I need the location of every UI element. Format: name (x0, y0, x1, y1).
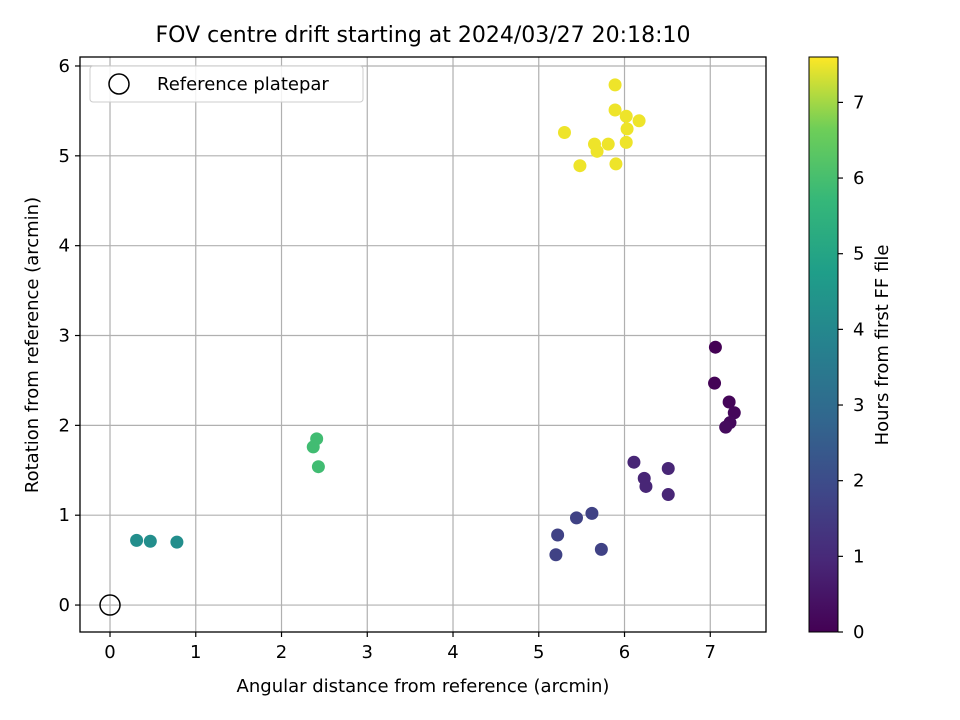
scatter-point (557, 125, 571, 139)
x-tick-label: 1 (190, 642, 201, 663)
y-axis-label: Rotation from reference (arcmin) (22, 197, 43, 493)
colorbar-tick-label: 6 (853, 168, 864, 189)
y-tick-label: 1 (59, 505, 70, 526)
y-tick-label: 4 (59, 236, 70, 257)
colorbar-tick-label: 3 (853, 395, 864, 416)
legend-label: Reference platepar (157, 74, 329, 95)
scatter-point (594, 542, 608, 556)
legend-box (89, 65, 364, 103)
y-tick-label: 3 (59, 326, 70, 347)
colorbar: 0 1 2 3 4 5 6 7 Hours from first FF file (808, 56, 893, 643)
colorbar-gradient (808, 56, 839, 633)
scatter-point (727, 406, 741, 420)
y-tick-label: 2 (59, 415, 70, 436)
legend: Reference platepar (89, 65, 364, 103)
plot-frame (79, 56, 767, 633)
legend-open-circle-marker (108, 73, 130, 95)
gridlines (80, 57, 766, 632)
colorbar-tick-label: 0 (853, 622, 864, 643)
scatter-point (573, 159, 587, 173)
scatter-point (569, 511, 583, 525)
scatter-point (143, 534, 157, 548)
y-tick-label: 5 (59, 146, 70, 167)
scatter-point (619, 109, 633, 123)
scatter-point (311, 460, 325, 474)
scatter-point (551, 528, 565, 542)
x-axis-label: Angular distance from reference (arcmin) (237, 676, 610, 697)
scatter-point (590, 144, 604, 158)
scatter-point (619, 135, 633, 149)
scatter-point (708, 340, 722, 354)
x-tick-label: 5 (533, 642, 544, 663)
y-axis-ticks: 0 1 2 3 4 5 6 (59, 56, 80, 616)
scatter-point (719, 420, 733, 434)
x-tick-label: 7 (705, 642, 716, 663)
data-points (99, 78, 741, 616)
colorbar-tick-label: 1 (853, 546, 864, 567)
colorbar-tick-label: 2 (853, 471, 864, 492)
scatter-point (601, 137, 615, 151)
colorbar-tick-label: 4 (853, 319, 864, 340)
scatter-point (609, 157, 623, 171)
scatter-point (639, 479, 653, 493)
scatter-point (608, 78, 622, 92)
x-tick-label: 6 (619, 642, 630, 663)
x-tick-label: 0 (104, 642, 115, 663)
x-tick-label: 4 (447, 642, 458, 663)
scatter-point (608, 103, 622, 117)
colorbar-tick-label: 5 (853, 244, 864, 265)
scatter-point (170, 535, 184, 549)
scatter-point (708, 376, 722, 390)
colorbar-ticks: 0 1 2 3 4 5 6 7 (838, 92, 864, 643)
scatter-point (722, 395, 736, 409)
scatter-point (585, 506, 599, 520)
x-tick-label: 3 (362, 642, 373, 663)
colorbar-tick-label: 7 (853, 92, 864, 113)
scatter-point (130, 533, 144, 547)
y-tick-label: 0 (59, 595, 70, 616)
x-tick-label: 2 (276, 642, 287, 663)
reference-point-marker (99, 594, 121, 616)
scatter-point (661, 461, 675, 475)
x-axis-ticks: 0 1 2 3 4 5 6 7 (104, 632, 716, 663)
colorbar-label: Hours from first FF file (872, 245, 893, 446)
scatter-point (661, 488, 675, 502)
scatter-point (549, 548, 563, 562)
chart-title: FOV centre drift starting at 2024/03/27 … (156, 23, 691, 48)
scatter-point (306, 440, 320, 454)
scatter-point (632, 114, 646, 128)
scatter-point (627, 455, 641, 469)
scatter-point (620, 122, 634, 136)
y-tick-label: 6 (59, 56, 70, 77)
